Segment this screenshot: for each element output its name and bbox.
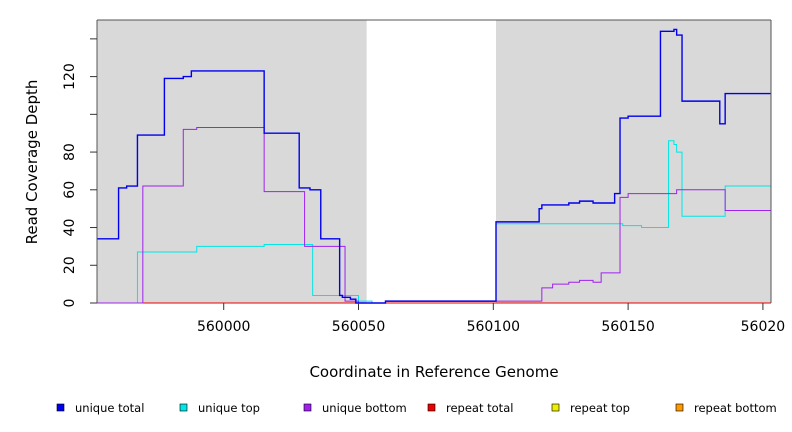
legend: unique total unique top unique bottom repea…	[56, 401, 777, 415]
shaded-region-2	[496, 20, 771, 303]
legend-swatch	[179, 403, 188, 412]
legend-label: repeat total	[446, 401, 513, 415]
series-layer	[96, 20, 772, 304]
shaded-regions	[97, 19, 771, 303]
x-tick-label: 560150	[601, 319, 654, 335]
legend-swatch	[56, 403, 65, 412]
legend-item-repeat-bottom: repeat bottom	[675, 401, 777, 415]
y-tick-label: 120	[62, 63, 78, 90]
x-axis-title: Coordinate in Reference Genome	[309, 363, 558, 381]
y-axis-title: Read Coverage Depth	[23, 80, 41, 245]
legend-label: repeat bottom	[694, 401, 777, 415]
legend-item-unique-top: unique top	[179, 401, 260, 415]
legend-label: unique total	[75, 401, 144, 415]
legend-item-unique-bottom: unique bottom	[303, 401, 407, 415]
legend-item-repeat-total: repeat total	[427, 401, 513, 415]
x-axis: 560000 560050 560100 560150 56020	[197, 303, 785, 335]
y-tick-label: 80	[62, 143, 78, 161]
legend-swatch	[303, 403, 312, 412]
x-tick-label: 560100	[467, 319, 520, 335]
shaded-region-1	[97, 20, 367, 303]
legend-item-repeat-top: repeat top	[551, 401, 630, 415]
x-tick-label: 56020	[741, 319, 786, 335]
y-axis: 0 20 40 60 80 120	[62, 38, 97, 308]
legend-label: unique bottom	[322, 401, 407, 415]
legend-label: unique top	[198, 401, 260, 415]
legend-label: repeat top	[570, 401, 630, 415]
legend-swatch	[427, 403, 436, 412]
y-tick-label: 20	[62, 256, 78, 274]
x-tick-label: 560050	[332, 319, 385, 335]
series-line-unique-total	[97, 28, 771, 304]
y-tick-label: 60	[62, 181, 78, 199]
legend-swatch	[675, 403, 684, 412]
x-tick-label: 560000	[197, 319, 250, 335]
legend-swatch	[551, 403, 560, 412]
y-tick-label: 0	[62, 299, 78, 308]
legend-item-unique-total: unique total	[56, 401, 144, 415]
y-tick-label: 40	[62, 219, 78, 237]
